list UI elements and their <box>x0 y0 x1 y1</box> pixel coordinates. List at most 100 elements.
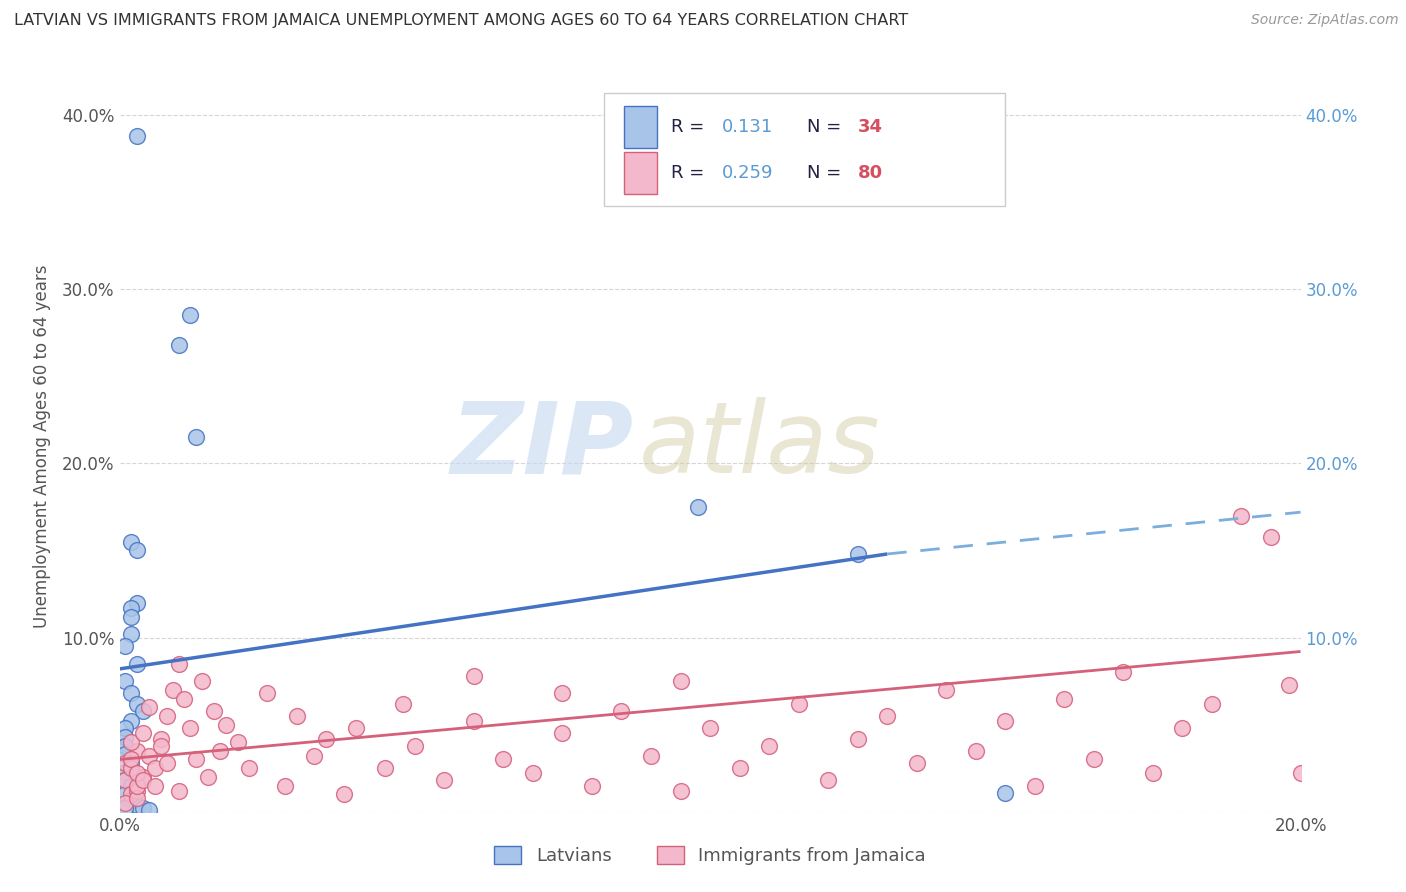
Point <box>669 784 692 798</box>
Point <box>197 770 219 784</box>
Point <box>186 430 208 444</box>
Text: 34: 34 <box>858 118 883 136</box>
Point <box>156 756 179 770</box>
Text: atlas: atlas <box>640 398 880 494</box>
Point <box>127 766 149 780</box>
Point <box>876 709 898 723</box>
Point <box>156 709 179 723</box>
Point <box>120 761 142 775</box>
Text: Source: ZipAtlas.com: Source: ZipAtlas.com <box>1251 13 1399 28</box>
Legend: Latvians, Immigrants from Jamaica: Latvians, Immigrants from Jamaica <box>486 838 934 872</box>
Point <box>120 627 142 641</box>
Point <box>315 731 337 746</box>
Point <box>522 766 544 780</box>
Point <box>120 686 142 700</box>
Point <box>120 534 142 549</box>
Point <box>114 787 136 801</box>
Point <box>463 714 485 728</box>
Point <box>1142 766 1164 780</box>
Point <box>728 761 751 775</box>
Point <box>120 792 142 806</box>
Point <box>433 773 456 788</box>
Point <box>1230 508 1253 523</box>
Point <box>127 543 149 558</box>
Point <box>167 338 190 352</box>
Text: LATVIAN VS IMMIGRANTS FROM JAMAICA UNEMPLOYMENT AMONG AGES 60 TO 64 YEARS CORREL: LATVIAN VS IMMIGRANTS FROM JAMAICA UNEMP… <box>14 13 908 29</box>
Point <box>1112 665 1135 680</box>
Point <box>114 796 136 810</box>
Point <box>167 784 190 798</box>
Point <box>114 764 136 779</box>
Text: 80: 80 <box>858 164 883 182</box>
Point <box>114 747 136 762</box>
Point <box>846 731 869 746</box>
FancyBboxPatch shape <box>624 106 657 148</box>
Point <box>127 697 149 711</box>
Point <box>304 749 326 764</box>
Point <box>114 730 136 744</box>
Point <box>699 721 721 735</box>
Point <box>114 739 136 753</box>
Point <box>132 773 155 788</box>
Point <box>120 714 142 728</box>
Point <box>463 669 485 683</box>
Point <box>120 779 142 793</box>
FancyBboxPatch shape <box>624 152 657 194</box>
Point <box>994 786 1017 800</box>
Point <box>173 691 195 706</box>
Point <box>817 773 839 788</box>
Point <box>127 784 149 798</box>
Point <box>551 726 574 740</box>
Point <box>610 704 633 718</box>
Point <box>127 596 149 610</box>
Point <box>688 500 710 514</box>
Point <box>114 773 136 788</box>
Point <box>285 709 308 723</box>
Point <box>127 744 149 758</box>
Point <box>208 744 231 758</box>
Point <box>120 787 142 801</box>
Point <box>120 756 142 770</box>
Point <box>1053 691 1076 706</box>
Text: R =: R = <box>671 164 710 182</box>
Point <box>143 779 166 793</box>
Point <box>274 779 297 793</box>
Point <box>132 801 155 815</box>
Text: 0.131: 0.131 <box>721 118 773 136</box>
Point <box>392 697 415 711</box>
Point <box>186 752 208 766</box>
Point <box>120 609 142 624</box>
Point <box>1083 752 1105 766</box>
Point <box>149 739 172 753</box>
Point <box>581 779 603 793</box>
Point <box>1171 721 1194 735</box>
Point <box>143 761 166 775</box>
Point <box>758 739 780 753</box>
Point <box>127 797 149 812</box>
Point <box>179 309 201 323</box>
Point <box>132 726 155 740</box>
Point <box>127 128 149 143</box>
Text: 0.259: 0.259 <box>721 164 773 182</box>
Point <box>846 547 869 561</box>
Point <box>114 640 136 654</box>
Point <box>120 601 142 615</box>
Point <box>1289 766 1312 780</box>
Point <box>132 770 155 784</box>
Point <box>114 721 136 735</box>
Point <box>120 735 142 749</box>
Point <box>492 752 515 766</box>
Text: R =: R = <box>671 118 710 136</box>
Point <box>167 657 190 671</box>
Point <box>333 787 356 801</box>
Point <box>669 674 692 689</box>
Text: N =: N = <box>807 164 846 182</box>
Point <box>551 686 574 700</box>
Point <box>202 704 225 718</box>
Point <box>114 801 136 815</box>
Point <box>215 717 238 731</box>
Point <box>138 803 160 817</box>
Point <box>404 739 426 753</box>
Point <box>905 756 928 770</box>
Point <box>344 721 367 735</box>
